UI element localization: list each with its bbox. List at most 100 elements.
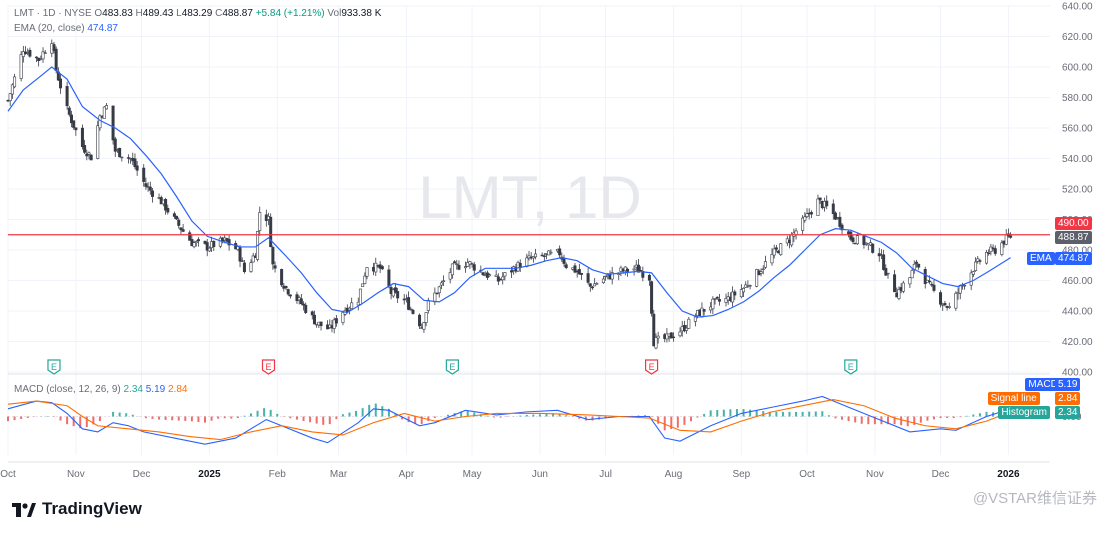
candle-body	[34, 56, 38, 59]
candle-body	[172, 213, 176, 217]
x-tick-label: 2026	[997, 469, 1020, 480]
candle-body	[623, 266, 627, 272]
histogram-bar	[335, 416, 338, 420]
candle-body	[742, 287, 746, 293]
candle-body	[884, 268, 888, 276]
histogram-bar	[854, 416, 857, 423]
x-tick-label: Mar	[330, 469, 348, 480]
candle-body	[840, 224, 844, 231]
candle-body	[763, 261, 767, 268]
candle-body	[534, 253, 538, 258]
histogram-bar	[230, 416, 233, 419]
macd-tag-name: Signal line	[987, 392, 1040, 405]
histogram-bar	[749, 409, 752, 417]
candle-body	[1009, 235, 1013, 238]
histogram-bar	[552, 413, 555, 417]
histogram-bar	[309, 416, 312, 423]
histogram-bar	[407, 416, 410, 423]
candle-body	[503, 272, 507, 277]
histogram-bar	[492, 416, 495, 418]
candle-body	[393, 287, 397, 293]
histogram-bar	[755, 410, 758, 417]
histogram-bar	[762, 411, 765, 417]
histogram-bar	[466, 410, 469, 417]
candle-body	[985, 252, 989, 264]
candle-body	[481, 272, 485, 276]
histogram-bar	[249, 413, 252, 417]
earnings-marker-label: E	[848, 362, 854, 372]
candle-body	[833, 212, 837, 220]
candle-body	[19, 54, 23, 79]
y-tick-label: 600.00	[1062, 63, 1093, 74]
x-tick-label: Oct	[0, 469, 16, 480]
candle-body	[943, 303, 947, 306]
candle-body	[914, 261, 918, 264]
macd-tag-value: 5.19	[1055, 378, 1081, 391]
candle-body	[772, 248, 776, 256]
histogram-bar	[591, 416, 594, 421]
candle-body	[809, 212, 813, 215]
candle-body	[910, 270, 914, 279]
candle-body	[939, 292, 943, 305]
tradingview-logo-text: TradingView	[42, 499, 142, 518]
histogram-bar	[197, 416, 200, 422]
candle-body	[304, 304, 308, 313]
histogram-bar	[295, 416, 298, 420]
candle-body	[439, 282, 443, 286]
candle-body	[724, 297, 728, 303]
histogram-bar	[387, 408, 390, 417]
y-tick-label: 540.00	[1062, 154, 1093, 165]
candle-body	[457, 264, 461, 270]
histogram-bar	[348, 412, 351, 417]
histogram-bar	[223, 416, 226, 419]
candle-body	[67, 107, 71, 115]
histogram-bar	[341, 414, 344, 417]
candle-body	[85, 153, 89, 157]
candle-body	[341, 312, 345, 323]
histogram-bar	[151, 416, 154, 419]
candle-body	[453, 261, 457, 264]
high-label: H	[135, 8, 143, 19]
histogram-bar	[716, 410, 719, 417]
low-value: 483.29	[181, 8, 213, 19]
histogram-bar	[952, 416, 955, 419]
candle-body	[310, 311, 314, 316]
y-tick-label: 480.00	[1062, 246, 1093, 257]
candle-body	[181, 229, 185, 232]
earnings-marker-label: E	[51, 362, 57, 372]
histogram-bar	[447, 414, 450, 417]
candle-body	[54, 48, 58, 71]
candle-body	[41, 51, 45, 60]
candle-body	[947, 306, 951, 308]
histogram-bar	[486, 415, 489, 417]
candle-body	[28, 49, 32, 57]
candle-body	[976, 258, 980, 262]
candle-body	[65, 86, 69, 107]
candle-body	[374, 262, 378, 273]
candle-body	[573, 265, 577, 273]
candle-body	[711, 298, 715, 310]
earnings-marker-label: E	[649, 362, 655, 372]
candle-body	[334, 318, 338, 324]
candle-body	[562, 258, 566, 264]
histogram-bar	[217, 416, 220, 419]
candle-body	[196, 239, 200, 242]
macd-legend-hist: 2.34	[123, 384, 143, 395]
histogram-bar	[112, 411, 115, 417]
histogram-bar	[722, 409, 725, 417]
candle-body	[542, 255, 546, 257]
candle-body	[418, 314, 422, 327]
histogram-bar	[473, 412, 476, 417]
candle-body	[74, 127, 78, 131]
candle-body	[963, 285, 967, 287]
ema-line	[7, 66, 1011, 318]
histogram-bar	[893, 416, 896, 425]
earnings-marker-label: E	[265, 362, 271, 372]
candle-body	[993, 248, 997, 254]
candle-body	[855, 235, 859, 245]
histogram-bar	[460, 411, 463, 417]
candle-body	[987, 252, 991, 255]
histogram-bar	[532, 414, 535, 417]
candle-body	[13, 76, 17, 88]
candle-body	[96, 125, 100, 159]
